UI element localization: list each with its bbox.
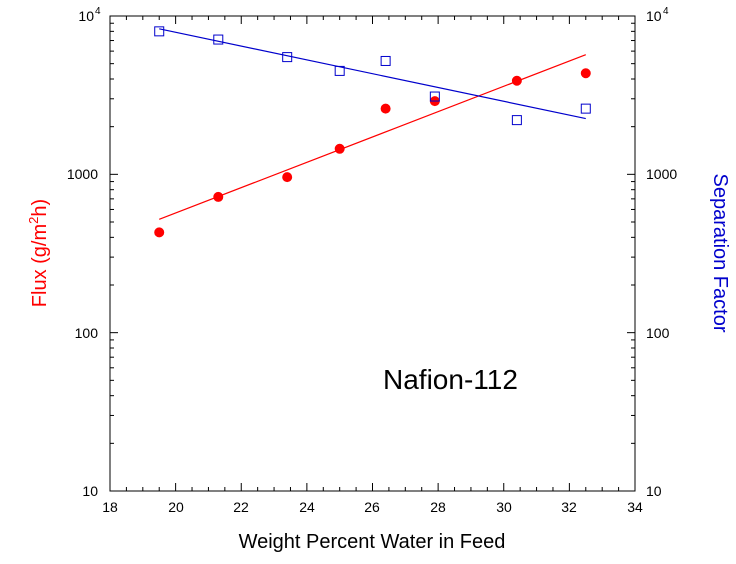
y-tick-label-left: 1000: [67, 166, 98, 182]
separation-factor-point: [334, 65, 345, 76]
x-tick-label: 18: [102, 499, 118, 515]
x-axis-title: Weight Percent Water in Feed: [239, 531, 506, 553]
separation-factor-point: [580, 103, 591, 114]
y-axis-title-left: Flux (g/m2h): [26, 199, 51, 307]
x-tick-label: 32: [561, 499, 577, 515]
y-axis-title-left-sup: 2: [26, 217, 41, 224]
flux-point: [213, 191, 224, 202]
flux-point: [334, 143, 345, 154]
y-tick-label-left-top: 10: [78, 8, 94, 24]
y-axis-title-right: Separation Factor: [709, 174, 731, 333]
y-tick-label-right: 1000: [646, 166, 677, 182]
flux-point: [511, 75, 522, 86]
y-axis-title-left-main: Flux (g/m: [29, 224, 51, 307]
x-tick-labels: 18 20 22 24 26 28 30 32 34: [102, 499, 643, 515]
separation-factor-point: [213, 34, 224, 45]
y-top-tick-exp: 4: [95, 6, 101, 17]
x-tick-label: 20: [168, 499, 184, 515]
y-tick-label-right-top: 10: [646, 8, 662, 24]
plot-frame: [109, 15, 636, 492]
x-tick-label: 24: [299, 499, 315, 515]
nafion-annotation: Nafion-112: [383, 364, 518, 395]
y-tick-label-left: 10: [82, 483, 98, 499]
x-tick-label: 22: [233, 499, 249, 515]
axis-ticks: [109, 16, 636, 492]
flux-point: [154, 227, 165, 238]
y-tick-label-right: 10: [646, 483, 662, 499]
separation-factor-point: [154, 26, 165, 37]
y-tick-labels-right: 10 100 1000 10 4: [646, 6, 677, 499]
separation-factor-point: [282, 52, 293, 63]
y-top-tick-exp-right: 4: [663, 6, 669, 17]
y-tick-label-left: 100: [75, 325, 99, 341]
x-tick-label: 26: [364, 499, 380, 515]
data-markers: [154, 26, 591, 238]
flux-point: [282, 172, 293, 183]
separation-factor-point: [429, 91, 440, 102]
y-tick-label-right: 100: [646, 325, 670, 341]
flux-point: [580, 68, 591, 79]
y-top-tick-base: 10: [78, 8, 94, 24]
separation-factor-point: [511, 115, 522, 126]
y-axis-title-left-tail: h): [29, 199, 51, 217]
fit-line: [159, 54, 586, 220]
flux-point: [380, 103, 391, 114]
x-tick-label: 34: [627, 499, 643, 515]
y-tick-labels-left: 10 100 1000 10 4: [67, 6, 101, 499]
x-tick-label: 30: [496, 499, 512, 515]
x-tick-label: 28: [430, 499, 446, 515]
separation-factor-point: [380, 55, 391, 66]
fit-line: [159, 28, 586, 120]
